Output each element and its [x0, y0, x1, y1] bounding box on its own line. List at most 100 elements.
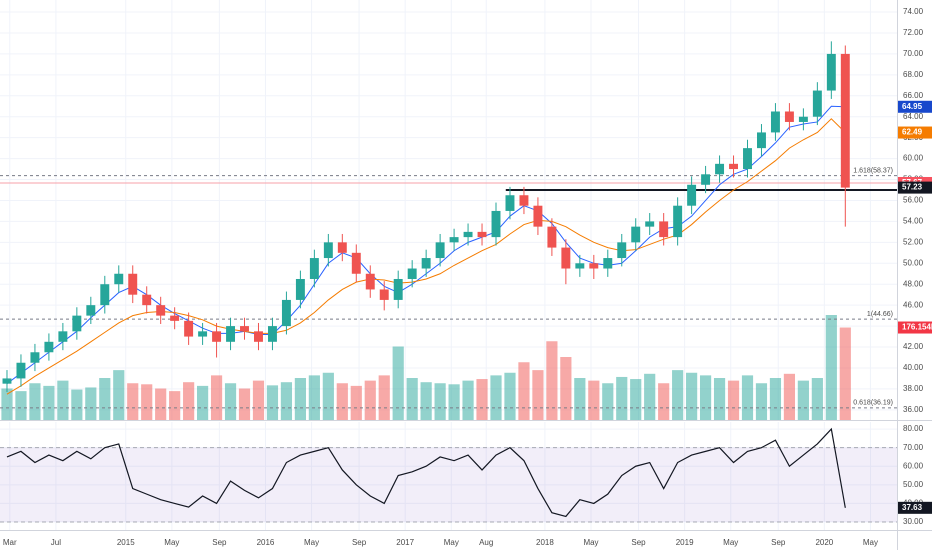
volume-bar	[434, 383, 446, 420]
volume-bar	[713, 378, 726, 420]
candle-body	[784, 111, 794, 122]
fib-label: 0.618(36.19)	[853, 400, 893, 407]
volume-bar	[797, 380, 809, 420]
x-tick-label: 2020	[815, 538, 833, 547]
x-tick-label: Jul	[51, 538, 61, 547]
volume-bar	[630, 379, 642, 420]
volume-bar	[350, 385, 362, 420]
candle-body	[16, 362, 26, 379]
volume-bar	[672, 370, 684, 420]
price-label-box	[898, 181, 932, 194]
volume-bar	[252, 380, 265, 420]
candle-body	[184, 320, 194, 337]
volume-bar	[658, 383, 670, 420]
volume-bar	[113, 370, 125, 420]
x-tick-label: 2015	[117, 538, 135, 547]
rsi-line	[6, 427, 846, 518]
volume-bar	[448, 384, 460, 420]
price-label-box	[898, 100, 932, 113]
volume-bar	[71, 389, 83, 420]
y-tick-label: 72.00	[903, 28, 924, 37]
volume-bar	[462, 380, 474, 420]
volume-bar	[141, 384, 153, 420]
price-label: 62.49	[902, 128, 923, 137]
volume-bar	[406, 378, 418, 420]
volume-bar	[294, 378, 306, 420]
y-tick-label: 64.00	[903, 112, 924, 121]
candle-body	[729, 163, 738, 170]
y-tick-label: 50.00	[903, 258, 924, 267]
candle-body	[226, 326, 236, 342]
candle-body	[267, 326, 277, 342]
volume-bar	[504, 372, 516, 420]
x-tick-label: May	[304, 538, 319, 547]
volume-bar	[825, 315, 837, 420]
candle-body	[757, 132, 766, 149]
x-tick-label: Sep	[631, 538, 646, 547]
volume-bar	[644, 373, 656, 420]
rsi-tick-label: 50.00	[903, 480, 924, 489]
y-tick-label: 48.00	[903, 279, 924, 288]
candle-body	[212, 331, 222, 342]
candle-body	[337, 242, 347, 253]
rsi-label: 37.63	[902, 503, 923, 512]
volume-bar	[15, 391, 27, 420]
volume-bar	[783, 373, 796, 420]
volume-bar	[839, 327, 851, 420]
candle-body	[295, 278, 305, 300]
candle-body	[603, 258, 613, 269]
candle-body	[407, 268, 417, 279]
candle-body	[379, 289, 389, 300]
candle-body	[30, 352, 40, 363]
x-tick-label: Sep	[771, 538, 786, 547]
volume-bar	[755, 383, 768, 420]
volume-bar	[574, 378, 586, 420]
candle-body	[421, 258, 431, 269]
rsi-band	[0, 447, 897, 523]
candle-body	[631, 226, 641, 243]
volume-bar	[699, 375, 712, 420]
candle-body	[114, 273, 124, 285]
candle-body	[812, 90, 822, 117]
volume-bar	[85, 387, 97, 420]
volume-bar	[99, 378, 111, 420]
candle-body	[617, 242, 627, 259]
candle-body	[743, 148, 752, 170]
volume-bar	[616, 376, 628, 420]
price-label: 64.95	[902, 102, 923, 111]
candle-body	[435, 242, 445, 259]
volume-bar	[560, 357, 572, 420]
candle-body	[170, 315, 180, 321]
volume-bar	[322, 372, 334, 420]
rsi-label-box	[898, 501, 932, 514]
volume-bar	[392, 346, 404, 420]
volume-bar	[686, 372, 698, 420]
y-tick-label: 52.00	[903, 237, 924, 246]
candle-body	[142, 294, 152, 306]
candle-body	[58, 331, 68, 342]
volume-bar	[546, 341, 558, 420]
candle-body	[198, 331, 208, 337]
fib-label: 1(44.66)	[867, 311, 893, 318]
candle-body	[715, 163, 725, 175]
candle-body	[323, 242, 333, 259]
y-tick-label: 38.00	[903, 384, 924, 393]
candle-body	[254, 331, 263, 342]
y-tick-label: 54.00	[903, 217, 924, 226]
y-tick-label: 36.00	[903, 405, 924, 414]
candle-body	[351, 252, 361, 274]
volume-bar	[155, 388, 167, 420]
candle-body	[393, 278, 403, 300]
candle-body	[2, 378, 12, 384]
y-tick-label: 68.00	[903, 70, 924, 79]
y-tick-label: 66.00	[903, 91, 924, 100]
candle-body	[561, 247, 571, 269]
y-tick-label: 46.00	[903, 300, 924, 309]
candle-body	[505, 195, 515, 211]
price-label: 57.23	[902, 183, 923, 192]
volume-bar	[266, 385, 279, 420]
candle-body	[701, 174, 711, 185]
volume-bar	[1, 388, 13, 420]
candle-body	[477, 231, 487, 238]
candle-body	[365, 273, 375, 290]
